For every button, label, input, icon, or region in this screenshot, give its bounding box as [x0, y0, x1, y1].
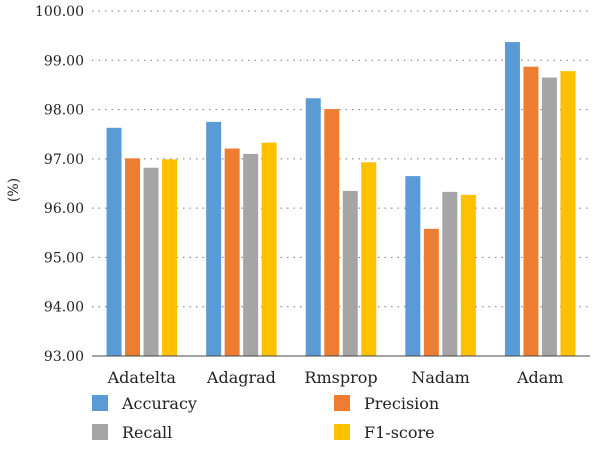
y-tick-label: 96.00: [44, 201, 84, 217]
y-tick-label: 93.00: [44, 349, 84, 365]
y-axis-ticks: 93.00 94.00 95.00 96.00 97.00 98.00 99.00 100.0…: [35, 4, 84, 365]
legend-label: Precision: [364, 394, 439, 413]
bar-f1-score-adagrad: [261, 142, 277, 356]
x-category-label: Adatelta: [107, 368, 177, 387]
bar-accuracy-adam: [504, 42, 520, 357]
y-tick-label: 99.00: [44, 53, 84, 69]
bar-precision-adam: [523, 66, 539, 356]
bar-precision-adatelta: [125, 158, 141, 356]
bar-f1-score-nadam: [460, 194, 476, 356]
x-axis-categories: Adatelta Adagrad Rmsprop Nadam Adam: [107, 368, 564, 387]
legend-swatch: [334, 395, 350, 411]
x-category-label: Nadam: [411, 368, 470, 387]
legend: Accuracy Precision Recall F1-score: [92, 394, 439, 442]
bar-recall-rmsprop: [342, 190, 358, 356]
bar-f1-score-adam: [560, 71, 576, 356]
y-tick-label: 100.00: [35, 4, 84, 20]
bar-recall-adagrad: [243, 153, 259, 356]
x-category-label: Rmsprop: [304, 368, 377, 387]
bar-f1-score-rmsprop: [361, 162, 377, 356]
y-tick-label: 95.00: [44, 250, 84, 266]
bar-precision-adagrad: [224, 148, 240, 356]
legend-swatch: [92, 395, 108, 411]
y-tick-label: 94.00: [44, 300, 84, 316]
legend-label: Accuracy: [121, 394, 197, 413]
legend-swatch: [92, 424, 108, 440]
bar-precision-nadam: [423, 228, 439, 356]
bars: [106, 42, 576, 357]
x-category-label: Adagrad: [206, 368, 276, 387]
bar-recall-adatelta: [143, 167, 159, 356]
bar-accuracy-nadam: [405, 176, 421, 356]
bar-accuracy-adatelta: [106, 127, 122, 356]
legend-label: Recall: [122, 423, 172, 442]
x-category-label: Adam: [516, 368, 564, 387]
bar-recall-adam: [541, 77, 557, 357]
legend-label: F1-score: [364, 423, 435, 442]
y-tick-label: 98.00: [44, 103, 84, 119]
bar-accuracy-rmsprop: [305, 98, 321, 356]
bar-f1-score-adatelta: [162, 159, 178, 356]
bar-precision-rmsprop: [324, 109, 340, 356]
y-tick-label: 97.00: [44, 152, 84, 168]
y-axis-title: (%): [6, 178, 22, 202]
bar-accuracy-adagrad: [206, 121, 222, 357]
legend-swatch: [334, 424, 350, 440]
bar-recall-nadam: [442, 191, 458, 356]
